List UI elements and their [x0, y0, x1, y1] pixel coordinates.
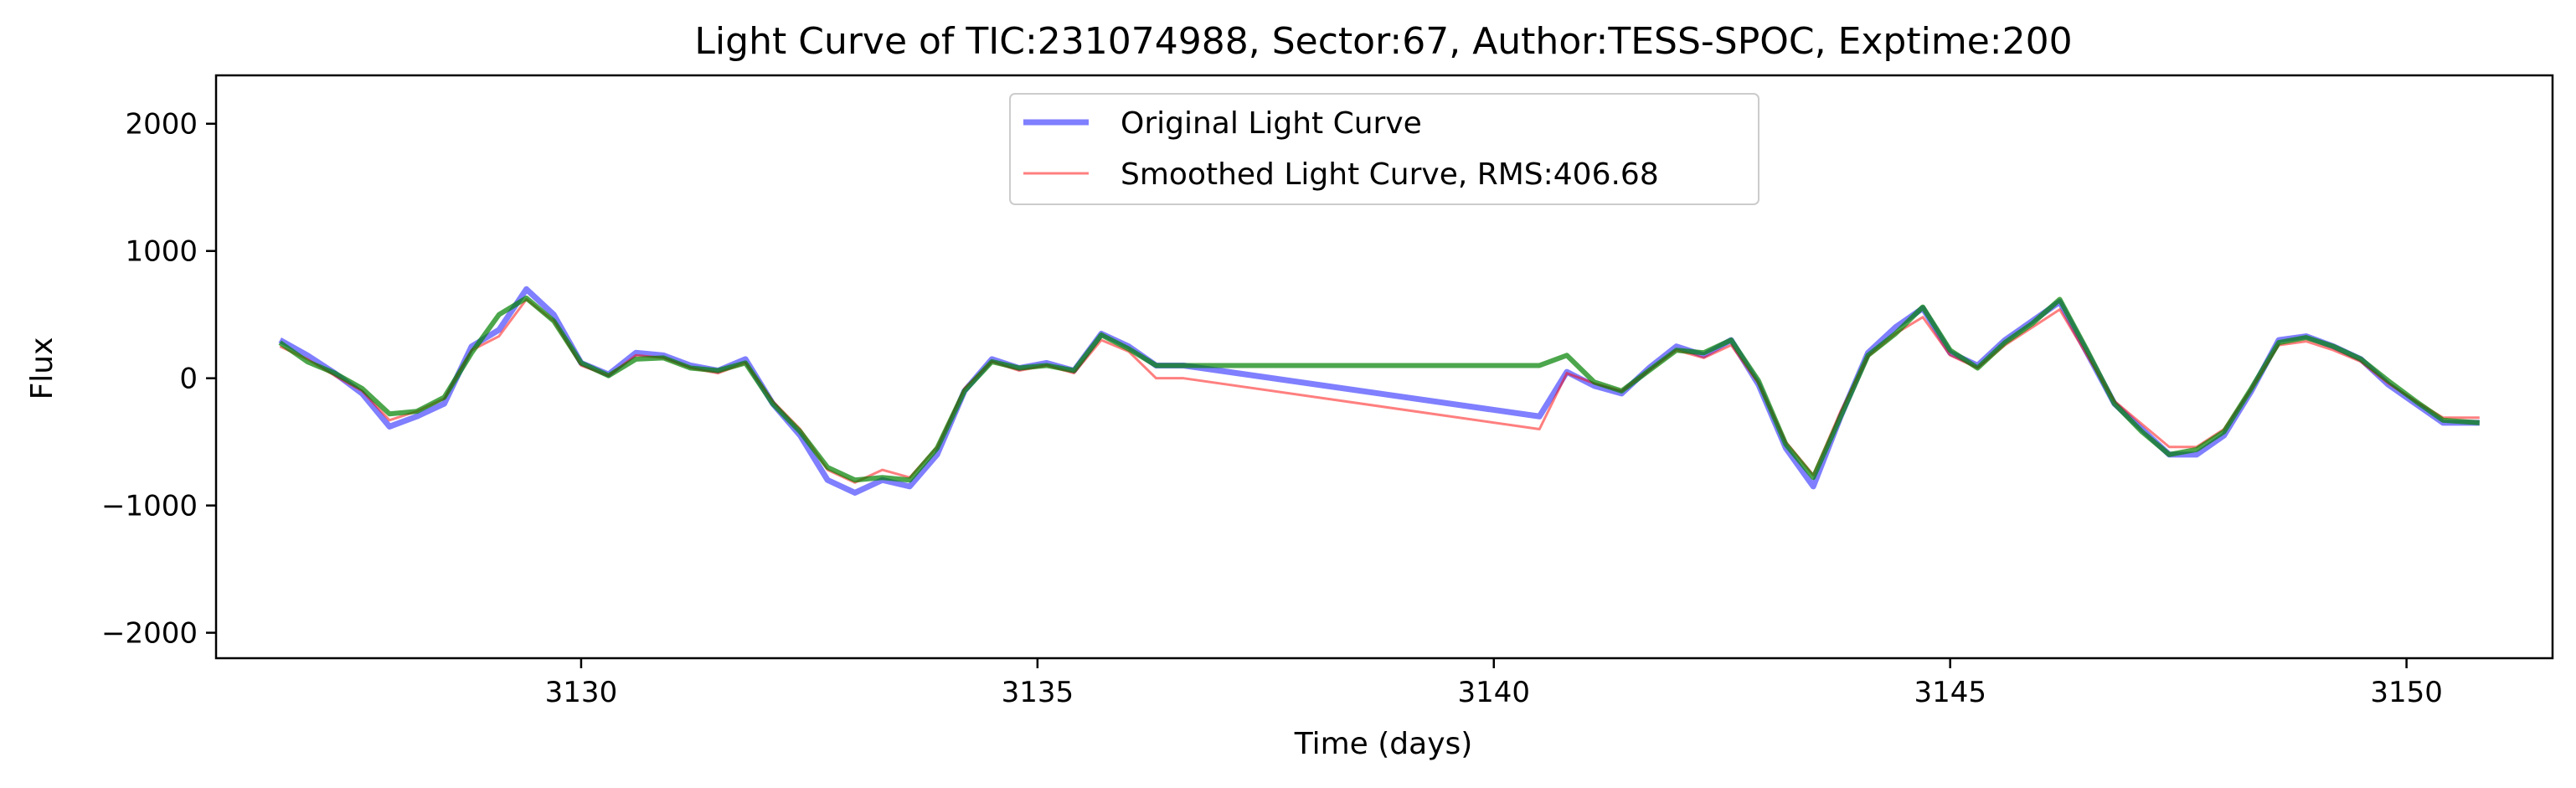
y-axis: −2000 −1000 0 1000 2000 [101, 108, 216, 651]
series-layer [278, 286, 2481, 496]
y-tick-label: −1000 [101, 490, 198, 523]
legend-box [1009, 93, 1759, 205]
x-tick-label: 3145 [1914, 676, 1986, 709]
y-tick-label: 0 [179, 363, 198, 396]
chart-title: Light Curve of TIC:231074988, Sector:67,… [694, 20, 2072, 63]
legend: Original Light Curve Smoothed Light Curv… [1009, 93, 1759, 205]
x-tick-label: 3130 [545, 676, 618, 709]
legend-label-smoothed: Smoothed Light Curve, RMS:406.68 [1121, 157, 1659, 192]
y-tick-label: −2000 [101, 617, 198, 651]
y-axis-label: Flux [25, 337, 59, 400]
x-tick-label: 3150 [2370, 676, 2443, 709]
y-tick-label: 2000 [125, 108, 198, 142]
y-tick-label: 1000 [125, 235, 198, 269]
x-axis: 3130 3135 3140 3145 3150 [545, 658, 2443, 709]
x-axis-label: Time (days) [1294, 727, 1473, 761]
plot-frame [214, 74, 2554, 660]
legend-label-original: Original Light Curve [1121, 106, 1422, 141]
series-trend-line [278, 295, 2481, 483]
x-tick-label: 3140 [1458, 676, 1531, 709]
x-tick-label: 3135 [1002, 676, 1074, 709]
